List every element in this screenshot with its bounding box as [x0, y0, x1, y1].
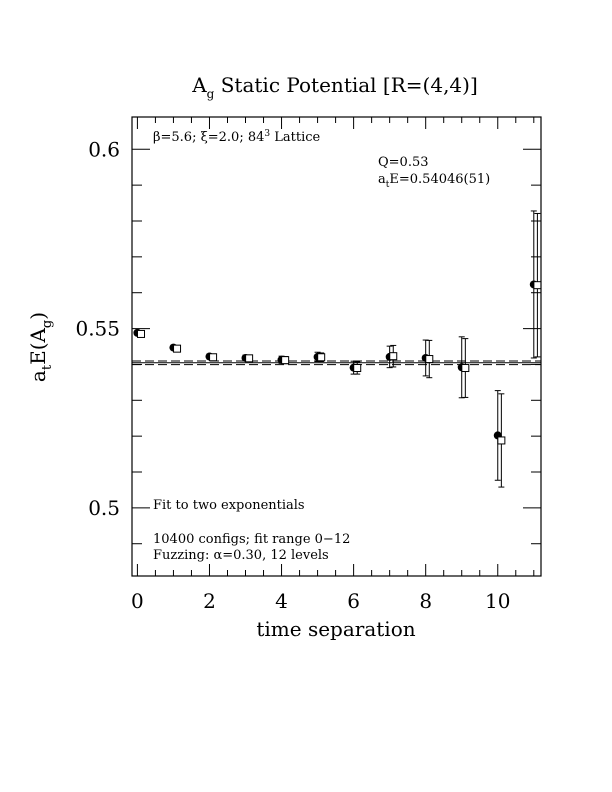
configs-annotation: 10400 configs; fit range 0−12: [153, 532, 350, 547]
axis-ticks: [132, 117, 541, 576]
fit-label-annotation: Fit to two exponentials: [153, 498, 305, 513]
data-point-square: [461, 364, 470, 373]
fuzzing-annotation: Fuzzing: α=0.30, 12 levels: [153, 548, 329, 563]
x-tick-label: 2: [203, 589, 216, 613]
x-tick-label: 10: [485, 589, 510, 613]
fit-band: [132, 360, 541, 366]
x-axis-title: time separation: [256, 617, 415, 641]
tick-labels: 0 2 4 6 8 10 0.5 0.55 0.6: [75, 137, 510, 613]
lattice-annotation: β=5.6; ξ=2.0; 843 Lattice: [153, 129, 321, 145]
data-point-square: [137, 329, 146, 338]
data-point-square: [533, 281, 542, 290]
x-tick-label: 6: [347, 589, 360, 613]
data-point-square: [389, 352, 398, 361]
fit-value-annotation: atE=0.54046(51): [378, 172, 490, 190]
data-point-square: [173, 344, 182, 353]
data-point-square: [317, 353, 326, 362]
data-point-square: [425, 355, 434, 364]
data-points: [133, 210, 542, 488]
y-tick-label: 0.55: [75, 317, 120, 341]
y-axis-title: atE(Ag): [26, 312, 55, 382]
plot-frame: [131, 116, 542, 577]
data-point-square: [353, 364, 362, 373]
data-point-square: [245, 354, 254, 363]
data-point-square: [209, 353, 218, 362]
x-tick-label: 0: [131, 589, 144, 613]
x-tick-label: 4: [275, 589, 288, 613]
data-point-square: [497, 436, 506, 445]
y-tick-label: 0.6: [88, 137, 120, 161]
q-annotation: Q=0.53: [378, 155, 429, 170]
data-point-square: [281, 356, 290, 365]
y-tick-label: 0.5: [88, 496, 120, 520]
x-tick-label: 8: [419, 589, 432, 613]
chart-title: Ag Static Potential [R=(4,4)]: [191, 73, 478, 101]
